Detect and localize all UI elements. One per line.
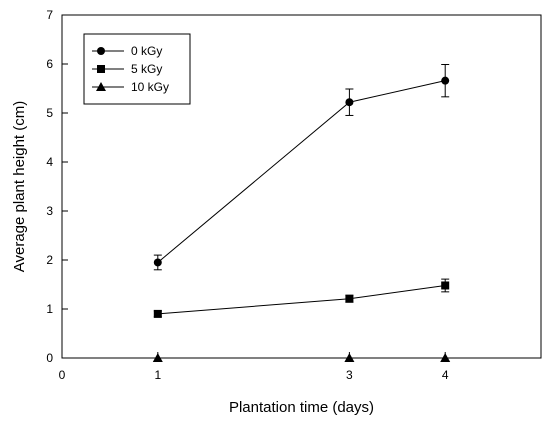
data-point [345,98,354,107]
axis-ticks: 0 1 2 3 4 5 6 7 0 1 3 4 [46,8,449,382]
legend-marker [97,47,105,55]
y-axis-title: Average plant height (cm) [11,101,28,272]
plot-frame [61,14,542,359]
series-triangle [152,353,451,362]
data-point [345,294,354,303]
y-tick-label: 7 [46,8,53,22]
x-axis-title: Plantation time (days) [229,399,374,416]
legend-label: 5 kGy [131,62,162,76]
y-tick-label: 2 [46,253,53,267]
legend-entry: 0 kGy [92,44,162,58]
legend-entry: 10 kGy [92,80,169,94]
legend-marker [96,82,106,91]
data-point [153,258,162,267]
series-circle [153,63,450,271]
y-tick-label: 5 [46,106,53,120]
y-tick-label: 0 [46,351,53,365]
y-tick-label: 3 [46,204,53,218]
legend: 0 kGy 5 kGy 10 kGy [83,33,191,105]
legend-label: 0 kGy [131,44,162,58]
data-point [441,281,450,290]
data-point [344,353,355,362]
data-point [440,353,451,362]
x-tick-label: 4 [442,368,449,382]
series-line [157,284,446,315]
x-tick-label: 3 [346,368,353,382]
data-point [153,309,162,318]
data-point [152,353,163,362]
data-point [441,76,450,85]
x-tick-label: 0 [59,368,66,382]
series-square [153,278,450,318]
legend-entry: 5 kGy [92,62,162,76]
series-layer [152,63,451,362]
y-tick-label: 6 [46,57,53,71]
series-line [157,80,446,263]
legend-marker [97,65,105,73]
y-tick-label: 1 [46,302,53,316]
x-tick-label: 1 [154,368,161,382]
y-tick-label: 4 [46,155,53,169]
legend-label: 10 kGy [131,80,169,94]
